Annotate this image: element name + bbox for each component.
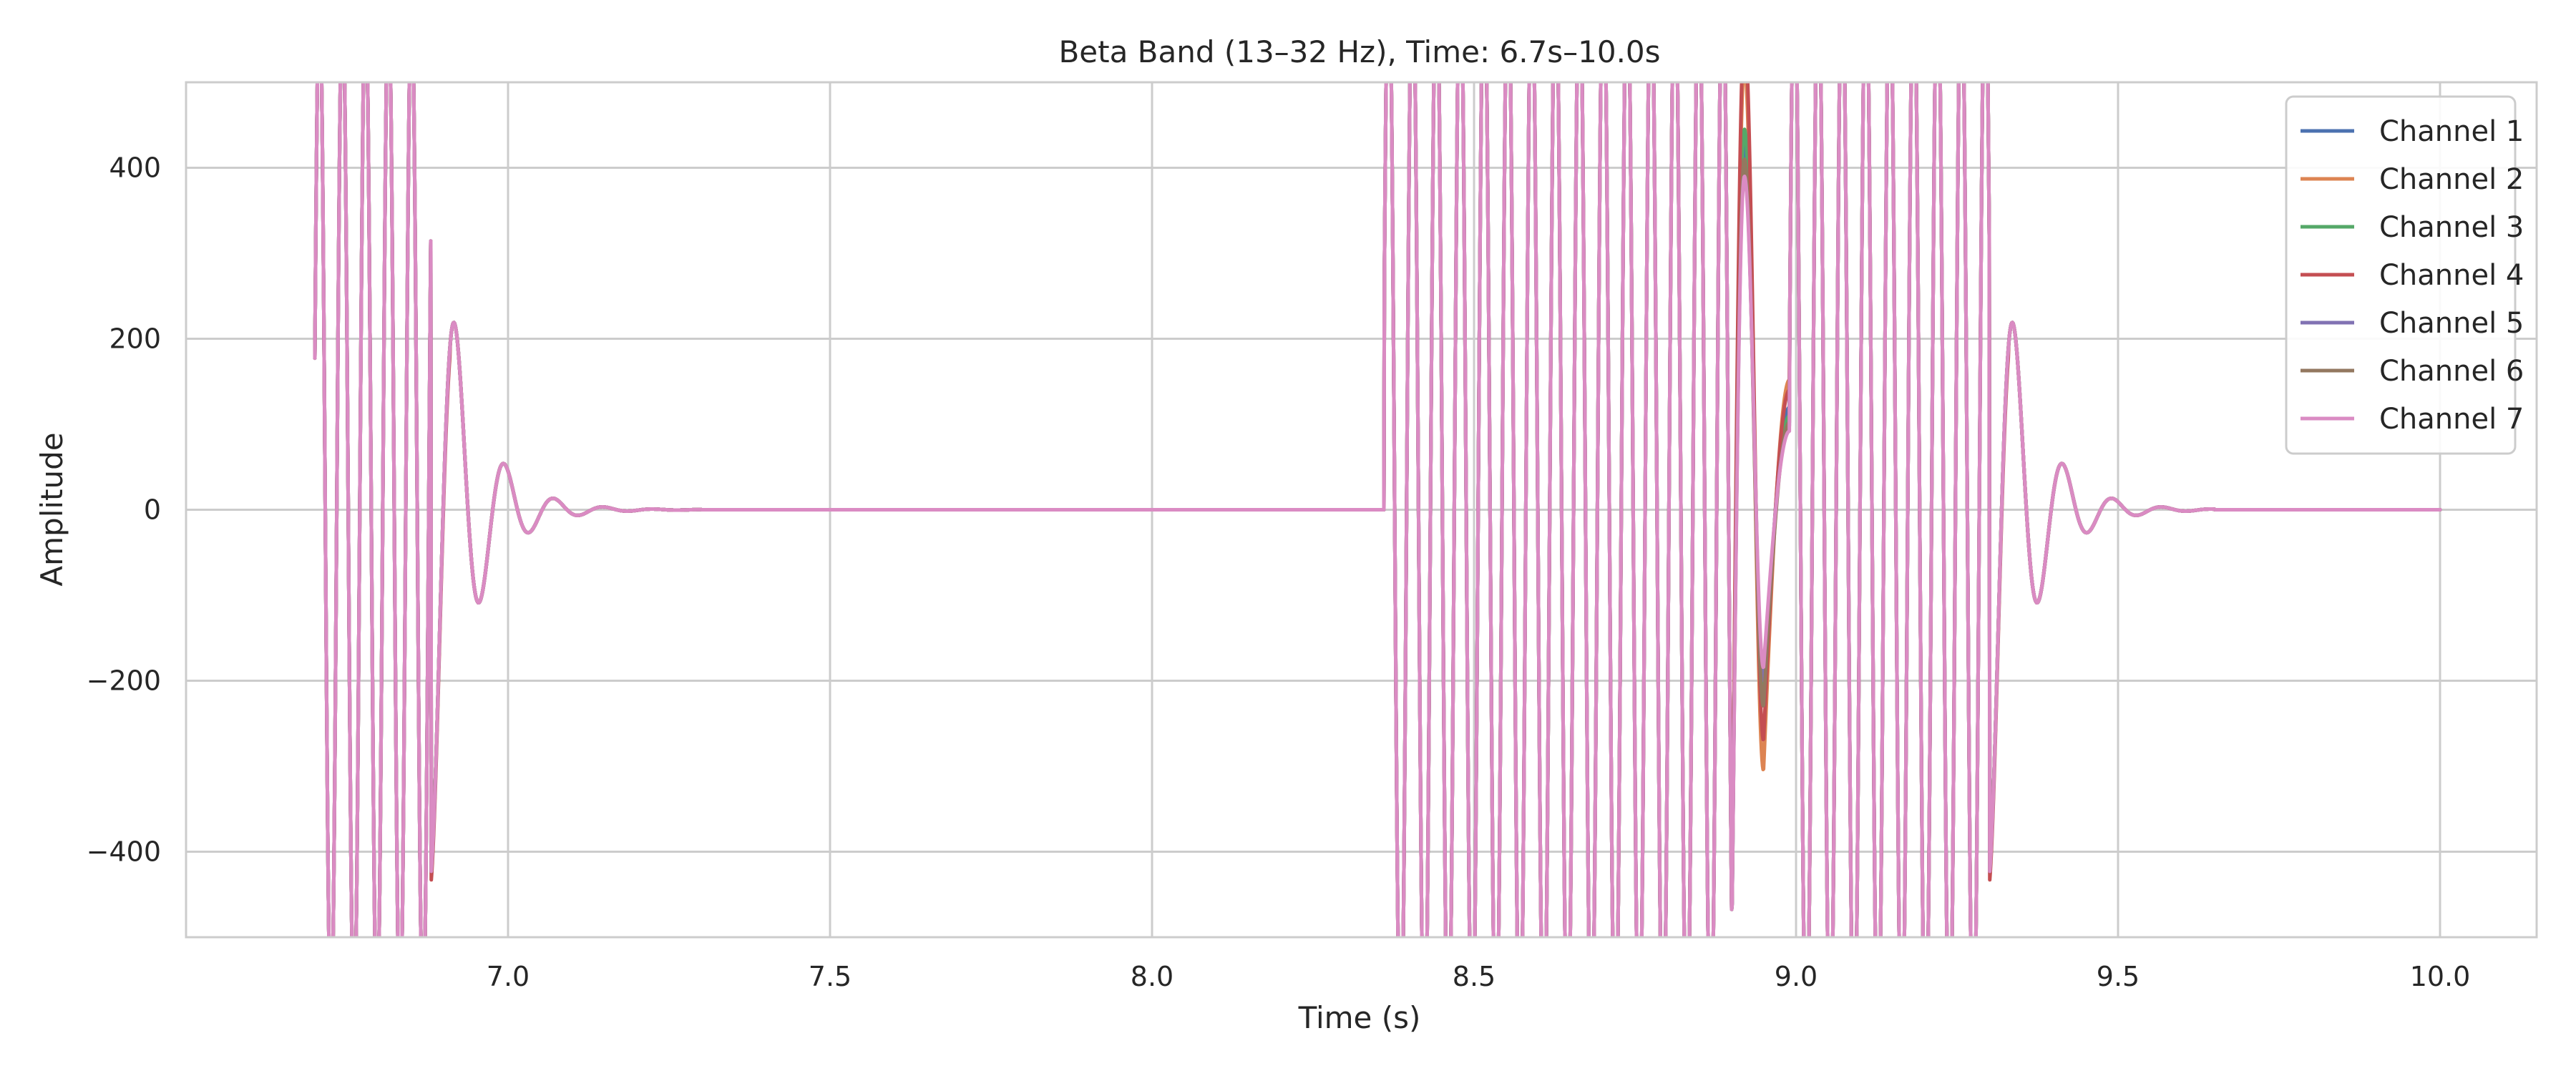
series-lines: [313, 82, 2442, 937]
x-tick-label: 8.0: [1131, 961, 1174, 992]
y-tick-label: 0: [144, 494, 161, 526]
x-tick-label: 8.5: [1453, 961, 1496, 992]
y-tick-label: 200: [109, 323, 161, 355]
legend-label: Channel 7: [2379, 403, 2524, 436]
x-tick-label: 7.0: [487, 961, 530, 992]
legend-label: Channel 4: [2379, 259, 2524, 292]
legend-label: Channel 6: [2379, 355, 2524, 388]
legend-label: Channel 1: [2379, 115, 2524, 148]
y-tick-label: −200: [87, 665, 161, 697]
plot-frame: [185, 81, 2538, 939]
chart-title: Beta Band (13–32 Hz), Time: 6.7s–10.0s: [1058, 34, 1660, 69]
x-tick-label: 9.5: [2097, 961, 2140, 992]
y-tick-label: −400: [87, 836, 161, 868]
legend: Channel 1 Channel 2 Channel 3 Channel 4 Chan…: [2285, 95, 2524, 455]
y-tick-label: 400: [109, 152, 161, 184]
x-tick-label: 10.0: [2410, 961, 2471, 992]
tick-labels: 7.0 7.5 8.0 8.5 9.0 9.5 10.0 −400 −200 0 200 400: [87, 152, 2471, 993]
x-axis-label: Time (s): [1298, 1000, 1421, 1035]
y-axis-label: Amplitude: [34, 432, 69, 586]
legend-label: Channel 3: [2379, 211, 2524, 244]
series-line-channel-7: [313, 82, 2442, 937]
x-tick-label: 7.5: [809, 961, 852, 992]
legend-label: Channel 5: [2379, 307, 2524, 340]
legend-label: Channel 2: [2379, 163, 2524, 196]
x-tick-label: 9.0: [1775, 961, 1818, 992]
legend-box: [2285, 95, 2517, 455]
